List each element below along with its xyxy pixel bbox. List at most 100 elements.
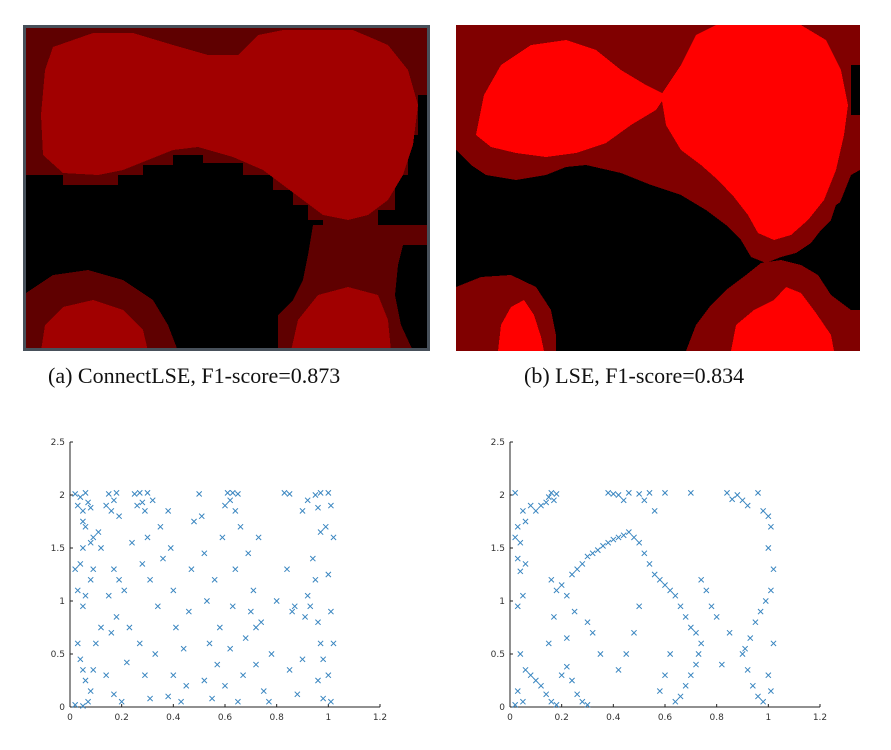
scatter-point [160, 555, 166, 562]
scatter-point [677, 693, 684, 700]
scatter-point [108, 507, 115, 514]
scatter-point [304, 497, 311, 504]
x-tick-label: 1 [765, 713, 771, 723]
scatter-point [636, 603, 643, 610]
region-black-right [821, 195, 860, 310]
scatter-point [232, 566, 239, 573]
scatter-point [687, 624, 694, 631]
scatter-point [289, 608, 296, 615]
scatter-point [98, 545, 104, 551]
scatter-point [610, 536, 617, 543]
scatter-point [631, 629, 637, 636]
scatter-point [178, 698, 185, 705]
scatter-point [201, 677, 208, 684]
scatter-point [144, 534, 151, 541]
map-border [23, 25, 430, 351]
scatter-point [92, 640, 99, 647]
scatter-point [79, 507, 86, 514]
scatter-point [553, 587, 560, 594]
scatter-point [240, 672, 247, 679]
scatter-point [255, 534, 262, 541]
scatter-point [317, 529, 324, 536]
scatter-point [563, 663, 570, 670]
scatter-point [87, 576, 94, 583]
scatter-plot-left: 0 0.2 0.4 0.6 0.8 1 1.2 0 0.5 1 1.5 2 2.5 [51, 438, 387, 723]
scatter-point [752, 619, 759, 626]
scatter-point [512, 534, 519, 541]
scatter-point [744, 666, 751, 673]
scatter-point [667, 587, 674, 594]
scatter-point [625, 489, 632, 496]
scatter-point [222, 682, 228, 689]
scatter-point [123, 659, 130, 666]
scatter-point [550, 497, 557, 504]
scatter-point [514, 688, 521, 695]
scatter-point [103, 502, 110, 509]
y-tick-label: 2 [59, 491, 65, 501]
scatter-point [672, 698, 679, 705]
scatter-point [765, 545, 772, 551]
scatter-point [224, 489, 231, 496]
scatter-point [185, 608, 192, 615]
scatter-point [718, 661, 725, 668]
scatter-point [517, 539, 524, 546]
scatter-point [693, 629, 699, 636]
scatter-point [550, 613, 557, 620]
scatter-point [327, 502, 334, 509]
scatter-point [713, 613, 720, 620]
x-tick-label: 0.4 [606, 713, 621, 723]
scatter-point [512, 489, 519, 496]
scatter-point [141, 507, 148, 514]
scatter-point [553, 490, 560, 497]
scatter-point [517, 651, 524, 657]
scatter-point [739, 651, 746, 657]
region-bright-red-bottom-right [731, 287, 834, 351]
scatter-point [196, 490, 203, 497]
region-red-bottom-left [41, 300, 148, 351]
scatter-point [165, 693, 172, 700]
scatter-point [72, 701, 79, 708]
scatter-point [548, 576, 555, 583]
scatter-point [563, 635, 570, 642]
scatter-point [85, 698, 92, 705]
scatter-point [74, 640, 81, 647]
scatter-point [250, 587, 257, 594]
scatter-point [519, 698, 526, 705]
scatter-point [136, 640, 143, 647]
scatter-point [558, 582, 565, 589]
scatter-point [253, 661, 259, 668]
scatter-point [641, 550, 648, 557]
scatter-point [687, 672, 694, 679]
scatter-point [72, 490, 79, 497]
scatter-point [82, 677, 89, 684]
scatter-point [762, 598, 769, 604]
scatter-point [180, 645, 187, 652]
scatter-point [167, 545, 174, 551]
scatter-point [325, 672, 332, 679]
lse-heatmap [456, 25, 860, 351]
scatter-point [219, 534, 226, 541]
scatter-point [636, 490, 643, 497]
scatter-point [284, 566, 290, 573]
scatter-point [610, 490, 617, 497]
scatter-point [538, 502, 544, 509]
scatter-point [662, 672, 668, 679]
scatter-point [183, 682, 190, 689]
scatter-point [222, 502, 228, 509]
region-red-top [41, 30, 418, 220]
scatter-point [113, 613, 120, 620]
scatter-point [121, 587, 128, 594]
scatter-point [677, 603, 684, 610]
scatter-point [82, 523, 89, 530]
scatter-point [651, 507, 658, 514]
scatter-point [522, 518, 529, 525]
scatter-point [79, 545, 86, 551]
x-tick-label: 0.4 [166, 713, 181, 723]
scatter-point [532, 507, 539, 514]
scatter-point [302, 613, 309, 620]
x-tick-label: 0.2 [115, 713, 129, 723]
y-tick-label: 0 [59, 703, 65, 713]
y-tick-label: 2.5 [491, 438, 505, 448]
scatter-point [623, 651, 630, 657]
scatter-point [734, 492, 741, 498]
